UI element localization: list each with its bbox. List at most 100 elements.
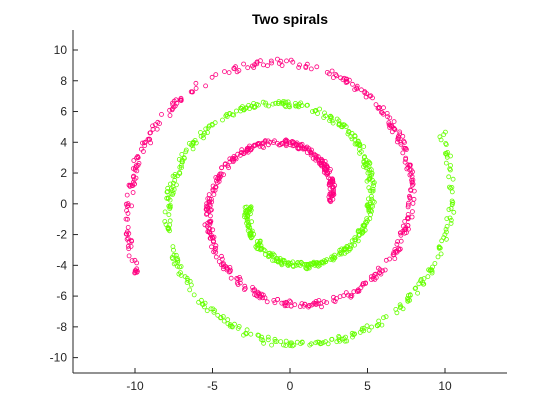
data-point: [179, 157, 185, 163]
data-point: [235, 282, 241, 287]
data-point: [324, 300, 330, 306]
data-point: [349, 293, 355, 299]
data-point: [274, 339, 280, 344]
data-point: [190, 146, 196, 152]
chart-title: Two spirals: [252, 11, 328, 27]
data-point: [132, 165, 138, 171]
data-point: [449, 189, 455, 195]
data-point: [211, 192, 217, 198]
data-point: [369, 324, 375, 330]
data-point: [402, 230, 408, 236]
series-points: [162, 99, 457, 349]
data-point: [213, 178, 219, 184]
data-point: [174, 256, 180, 262]
data-point: [250, 287, 256, 293]
data-point: [391, 126, 397, 132]
data-point: [298, 341, 304, 347]
data-point: [322, 158, 328, 164]
data-point: [443, 229, 449, 235]
data-point: [261, 247, 267, 253]
data-point: [327, 197, 333, 202]
y-tick-label: 4: [60, 135, 67, 149]
data-point: [210, 122, 215, 128]
data-point: [365, 218, 370, 224]
data-point: [165, 225, 171, 230]
data-point: [265, 337, 271, 343]
data-point: [218, 314, 224, 320]
data-point: [377, 267, 383, 273]
data-point: [283, 299, 289, 305]
data-point: [390, 252, 396, 258]
data-point: [348, 294, 354, 300]
data-point: [207, 213, 213, 219]
data-point: [379, 322, 385, 328]
data-point: [212, 187, 218, 193]
data-point: [303, 65, 309, 70]
data-point: [406, 193, 412, 199]
data-point: [172, 177, 178, 183]
data-point: [288, 299, 294, 305]
data-point: [305, 102, 310, 108]
data-point: [293, 141, 299, 147]
data-point: [355, 287, 361, 293]
data-point: [260, 62, 266, 68]
data-point: [357, 143, 363, 149]
data-point: [302, 146, 308, 152]
data-point: [342, 250, 348, 256]
data-point: [272, 138, 277, 144]
data-point: [221, 172, 226, 178]
data-point: [363, 157, 369, 163]
data-point: [213, 72, 219, 77]
data-point: [404, 166, 410, 172]
data-point: [168, 186, 174, 192]
data-point: [409, 180, 415, 186]
data-point: [354, 288, 360, 294]
data-point: [187, 287, 193, 293]
data-point: [227, 264, 233, 270]
data-point: [446, 174, 452, 180]
data-point: [444, 216, 450, 222]
data-point: [444, 223, 450, 229]
data-point: [266, 103, 272, 109]
data-point: [169, 188, 175, 194]
y-tick-label: 8: [60, 74, 67, 88]
data-point: [130, 179, 136, 185]
y-tick-label: 10: [54, 43, 68, 57]
data-point: [361, 144, 367, 150]
data-point: [397, 131, 403, 137]
data-point: [276, 142, 282, 148]
data-point: [219, 165, 225, 171]
data-point: [148, 140, 154, 146]
data-point: [124, 192, 130, 198]
data-point: [254, 59, 260, 65]
data-point: [338, 75, 344, 81]
data-point: [179, 165, 184, 171]
data-point: [205, 205, 211, 211]
data-point: [348, 246, 353, 252]
data-point: [127, 182, 133, 188]
data-point: [131, 177, 137, 183]
data-point: [368, 212, 374, 217]
data-point: [254, 61, 260, 67]
data-point: [231, 153, 237, 159]
data-point: [326, 182, 332, 188]
data-point: [275, 101, 281, 106]
data-point: [251, 104, 257, 109]
data-point: [369, 188, 375, 194]
data-point: [281, 342, 286, 348]
data-point: [369, 170, 375, 176]
data-point: [448, 206, 454, 211]
data-point: [355, 228, 361, 234]
data-point: [243, 330, 249, 336]
data-point: [261, 145, 266, 151]
data-point: [193, 80, 199, 86]
data-point: [132, 270, 138, 276]
data-point: [221, 264, 227, 270]
data-point: [189, 143, 195, 149]
data-point: [246, 145, 252, 151]
data-point: [407, 172, 413, 178]
data-point: [313, 108, 319, 113]
data-point: [227, 323, 233, 329]
data-point: [295, 259, 301, 265]
